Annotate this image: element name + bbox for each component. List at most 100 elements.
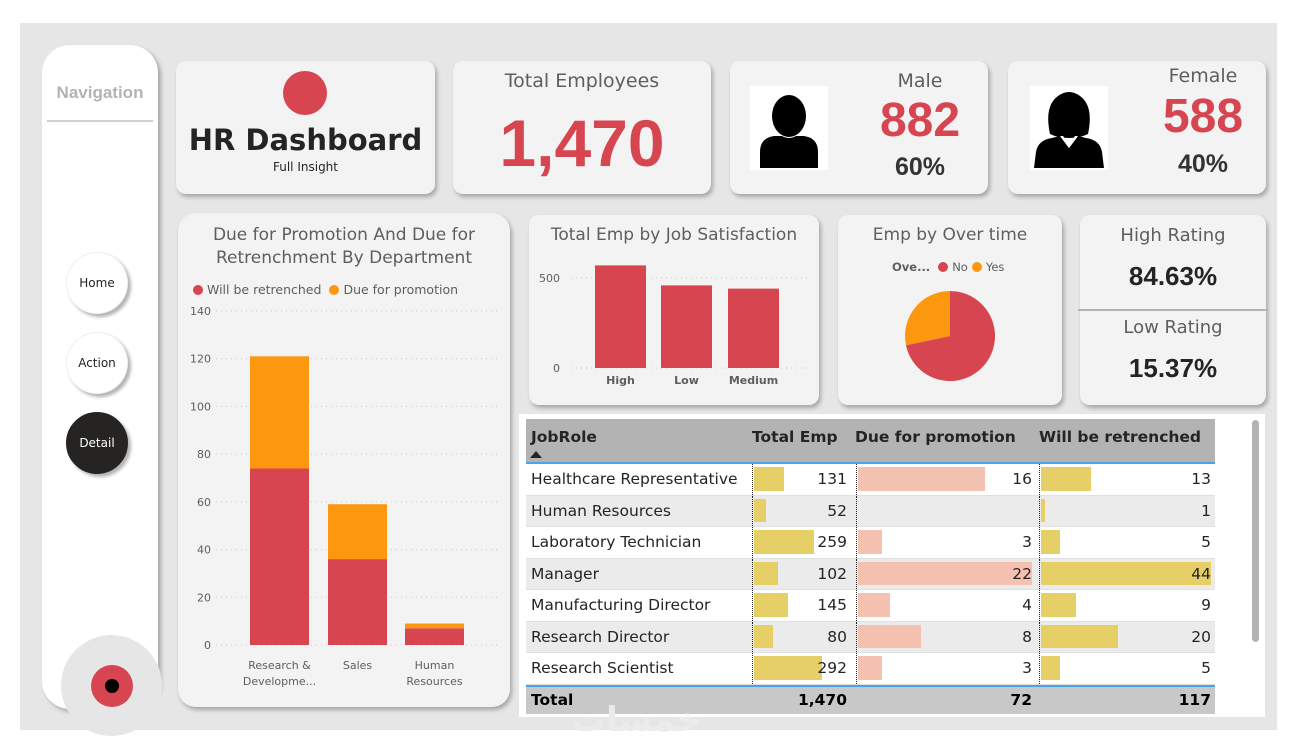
promotion-chart-legend: Will be retrenched Due for promotion	[193, 282, 458, 297]
promotion-data-bar	[858, 530, 882, 554]
pie-slice-yes[interactable]	[905, 291, 950, 346]
total-cell: 102	[752, 558, 851, 589]
bar-retrenched[interactable]	[328, 559, 387, 645]
column-header-jobrole[interactable]: JobRole	[531, 428, 597, 446]
jobrole-cell: Manager	[531, 564, 599, 583]
male-count: 882	[879, 94, 961, 147]
x-tick-label: High	[606, 374, 635, 387]
male-user-icon	[750, 86, 828, 170]
table-row[interactable]: Manufacturing Director 145 4 9	[526, 590, 1215, 622]
table-row[interactable]: Laboratory Technician 259 3 5	[526, 527, 1215, 559]
promotion-value: 3	[1022, 533, 1032, 552]
column-header-due-for-promotion[interactable]: Due for promotion	[855, 428, 1016, 446]
column-header-will-be-retrenched[interactable]: Will be retrenched	[1039, 428, 1202, 446]
bar-promotion[interactable]	[405, 623, 464, 629]
y-tick-label: 60	[197, 496, 211, 509]
total-cell: 52	[752, 495, 851, 526]
x-tick-label: Research &	[248, 659, 311, 672]
total-cell: 80	[752, 621, 851, 652]
retrenched-data-bar	[1041, 593, 1076, 617]
promotion-chart-title: Due for Promotion And Due for Retrenchme…	[212, 225, 476, 268]
jobrole-table-container: JobRole Total Emp Due for promotion Will…	[519, 414, 1265, 717]
high-rating-value: 84.63%	[1128, 261, 1218, 291]
low-rating-label: Low Rating	[1123, 317, 1223, 338]
jobrole-table: JobRole Total Emp Due for promotion Will…	[526, 419, 1215, 714]
x-tick-label: Medium	[729, 374, 778, 387]
table-row[interactable]: Human Resources 52 1	[526, 495, 1215, 527]
table-row[interactable]: Healthcare Representative 131 16 13	[526, 464, 1215, 496]
legend-label-retrenched[interactable]: Will be retrenched	[207, 282, 322, 297]
table-row[interactable]: Manager 102 22 44	[526, 558, 1215, 590]
bar-retrenched[interactable]	[250, 468, 309, 645]
job-satisfaction-chart-title: Total Emp by Job Satisfaction	[550, 225, 798, 245]
column-header-total-emp[interactable]: Total Emp	[752, 428, 838, 446]
table-scrollbar[interactable]	[1252, 420, 1259, 642]
retrenched-cell: 5	[1039, 527, 1215, 558]
legend-swatch-retrenched	[193, 284, 203, 295]
bar-promotion[interactable]	[328, 504, 387, 560]
promotion-data-bar	[858, 624, 922, 648]
retrenched-value: 9	[1201, 596, 1211, 615]
total-row-label: Total	[531, 691, 574, 709]
promotion-value: 16	[1012, 470, 1032, 489]
legend-swatch-yes	[971, 262, 982, 272]
jobrole-cell: Laboratory Technician	[531, 533, 702, 552]
legend-label-yes[interactable]: Yes	[985, 260, 1005, 274]
sort-ascending-icon[interactable]	[530, 451, 542, 458]
nav-detail-button[interactable]: Detail	[66, 412, 128, 474]
jobrole-cell: Research Director	[531, 627, 670, 646]
total-cell: 131	[752, 464, 851, 495]
retrenched-data-bar	[1041, 561, 1211, 585]
rating-card: High Rating 84.63% Low Rating 15.37%	[1078, 215, 1268, 405]
table-row[interactable]: Research Director 80 8 20	[526, 621, 1215, 653]
title-card: HR Dashboard Full Insight	[176, 61, 435, 194]
promotion-value: 8	[1022, 627, 1032, 646]
low-rating-value: 15.37%	[1128, 353, 1218, 383]
promotion-cell: 3	[856, 653, 1036, 684]
legend-label-no[interactable]: No	[952, 260, 968, 274]
legend-swatch-no	[938, 262, 949, 272]
total-cell: 145	[752, 590, 851, 621]
high-rating-label: High Rating	[1120, 225, 1226, 246]
retrenched-data-bar	[1041, 467, 1092, 491]
jobrole-cell: Human Resources	[531, 501, 671, 520]
overtime-pie	[905, 291, 995, 381]
bar-retrenched[interactable]	[405, 628, 464, 645]
total-data-bar	[754, 593, 788, 617]
total-value: 80	[827, 627, 847, 646]
promotion-data-bar	[858, 656, 882, 680]
total-cell: 292	[752, 653, 851, 684]
promotion-data-bar	[858, 561, 1032, 585]
table-total-row: Total 1,470 72 117	[526, 684, 1215, 714]
nav-action-button[interactable]: Action	[66, 332, 128, 394]
overtime-chart-title: Emp by Over time	[872, 225, 1028, 245]
total-employees-value: 1,470	[499, 106, 665, 180]
nav-home-button[interactable]: Home	[66, 252, 128, 314]
table-body: Healthcare Representative 131 16 13 Human Re…	[526, 464, 1215, 685]
x-tick-label: Developme...	[243, 675, 316, 688]
retrenched-value: 20	[1191, 627, 1211, 646]
male-label: Male	[897, 70, 943, 92]
bar-promotion[interactable]	[250, 356, 309, 469]
bar-high[interactable]	[595, 265, 646, 368]
x-tick-label: Sales	[343, 659, 373, 672]
table-row[interactable]: Research Scientist 292 3 5	[526, 653, 1215, 685]
total-value: 145	[817, 596, 847, 615]
retrenched-cell: 5	[1039, 653, 1215, 684]
page-title: HR Dashboard	[188, 123, 423, 157]
total-value: 292	[817, 659, 847, 678]
legend-label-promotion[interactable]: Due for promotion	[343, 282, 459, 297]
table-header: JobRole Total Emp Due for promotion Will…	[526, 419, 1215, 464]
total-row-promotion: 72	[1010, 691, 1032, 709]
bar-low[interactable]	[661, 285, 712, 368]
total-data-bar	[754, 498, 767, 522]
x-tick-label: Low	[674, 374, 699, 387]
promotion-cell: 16	[856, 464, 1036, 495]
navigation-title: Navigation	[56, 83, 144, 102]
y-tick-label: 0	[204, 639, 211, 652]
promotion-cell: 8	[856, 621, 1036, 652]
y-tick-label: 0	[553, 362, 560, 375]
rating-divider	[1078, 309, 1268, 311]
pie-slice-no[interactable]	[905, 291, 995, 381]
bar-medium[interactable]	[728, 288, 779, 368]
